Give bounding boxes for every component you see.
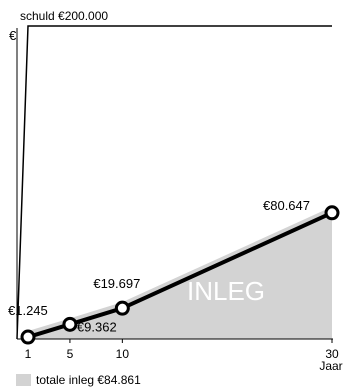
debt-line xyxy=(16,25,332,340)
inleg-area xyxy=(28,206,332,339)
axis-layer xyxy=(16,25,333,343)
legend: totale inleg €84.861 xyxy=(16,373,141,387)
debt-label: schuld €200.000 xyxy=(20,9,108,23)
data-point-30 xyxy=(324,205,340,221)
data-point-1 xyxy=(20,329,36,345)
legend-label: totale inleg €84.861 xyxy=(36,373,141,387)
x-tick-label-1: 1 xyxy=(25,347,32,361)
data-point-5 xyxy=(62,316,78,332)
data-label-5: €9.362 xyxy=(77,319,117,334)
legend-swatch xyxy=(16,374,31,386)
y-axis-currency: € xyxy=(9,28,17,43)
x-tick-label-30: 30 xyxy=(325,347,339,361)
area-layer xyxy=(28,206,332,339)
series-line xyxy=(27,210,333,339)
line-layer xyxy=(20,205,340,345)
area-label: INLEG xyxy=(187,276,265,306)
data-label-30: €80.647 xyxy=(263,198,310,213)
data-label-10: €19.697 xyxy=(93,276,140,291)
x-axis-label: Jaar xyxy=(319,359,342,373)
data-point-10 xyxy=(114,300,130,316)
x-tick-label-5: 5 xyxy=(67,347,74,361)
x-tick-label-10: 10 xyxy=(116,347,130,361)
data-label-1: €1.245 xyxy=(8,303,48,318)
